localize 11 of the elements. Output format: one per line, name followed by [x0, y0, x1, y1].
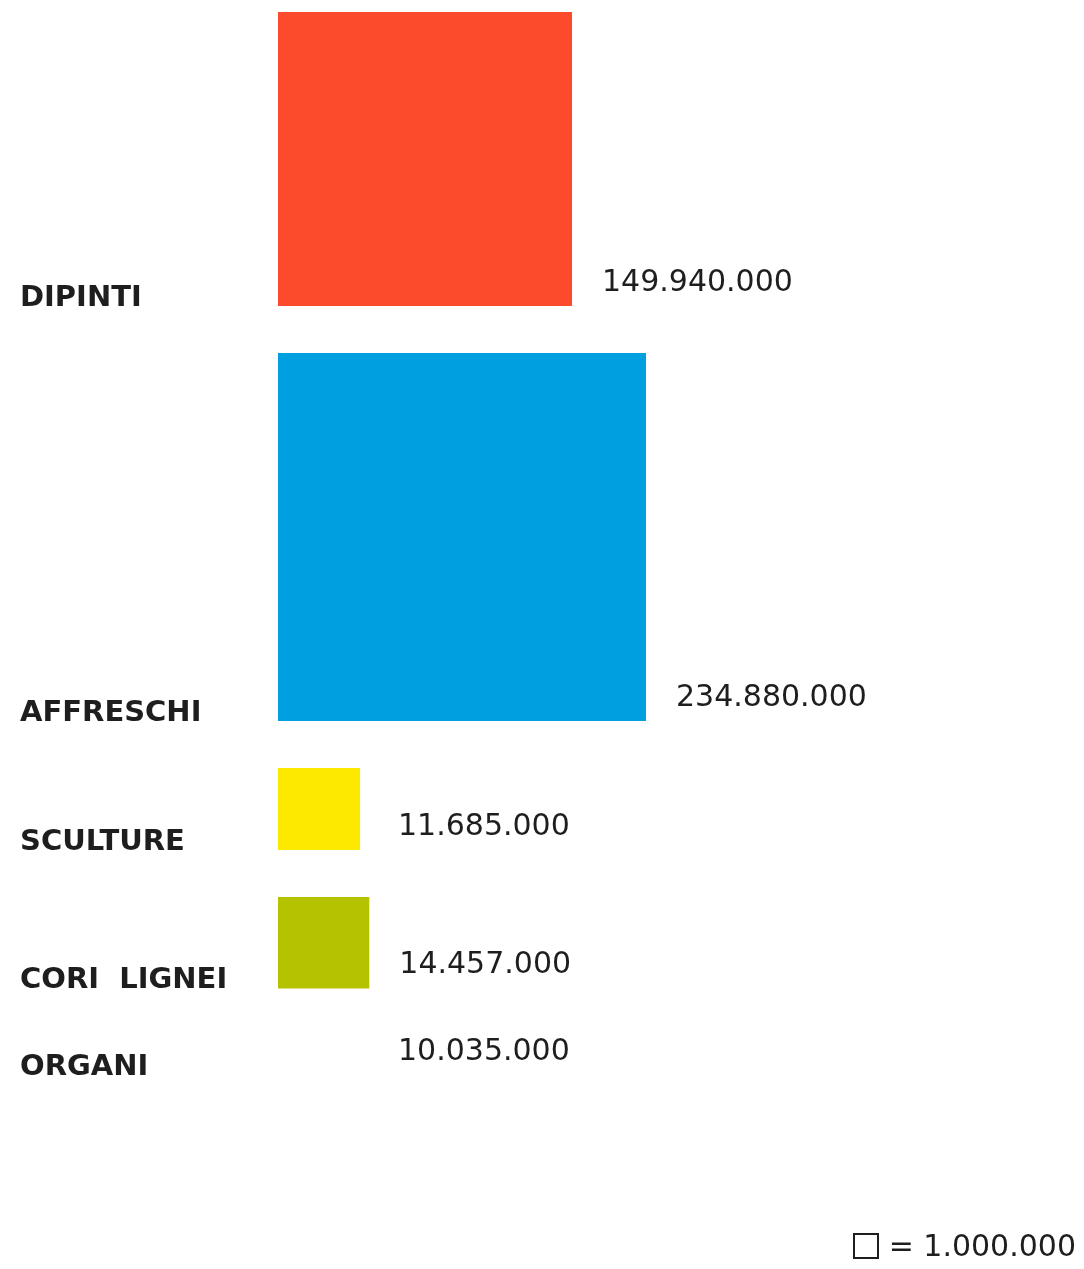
category-label: DIPINTI — [20, 279, 142, 314]
data-label: 10.035.000 — [398, 1032, 570, 1068]
category-label: ORGANI — [20, 1048, 149, 1083]
category-label: SCULTURE — [20, 823, 185, 858]
data-label: 149.940.000 — [602, 263, 793, 299]
category-label: AFFRESCHI — [20, 694, 202, 729]
data-label: 14.457.000 — [399, 945, 572, 981]
category-label: CORI LIGNEI — [20, 961, 228, 996]
data-label: 234.880.000 — [676, 678, 867, 714]
data-label: 11.685.000 — [398, 807, 570, 843]
text: = 1.000.000 — [888, 1228, 1076, 1263]
